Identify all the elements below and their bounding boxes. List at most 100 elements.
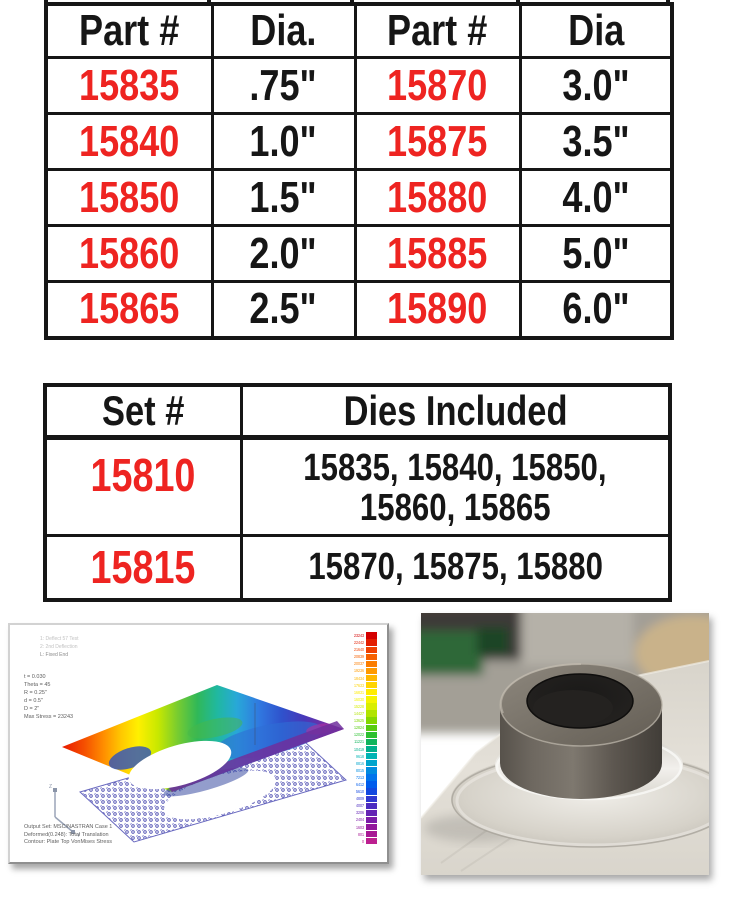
dies-included-cell: 15870, 15875, 15880	[239, 534, 672, 601]
diameter-cell: 1.5"	[210, 168, 357, 227]
colorbar-value-label: 9618	[355, 753, 364, 759]
colorbar-value-label: 5610	[355, 789, 364, 795]
colorbar-swatch	[365, 646, 377, 653]
diameter-value: 6.0"	[562, 284, 630, 334]
table-row: 15850 1.5" 15880 4.0"	[44, 168, 674, 227]
fea-param-line: t = 0.030	[24, 674, 46, 680]
colorbar-row: 12022	[343, 731, 377, 739]
colorbar-value-label: 18434	[353, 675, 364, 681]
colorbar-swatch	[365, 653, 377, 661]
colorbar-row: 22442	[343, 639, 377, 646]
fea-plot: Z Y	[49, 685, 347, 843]
size-table-header-row: Part # Dia. Part # Dia	[44, 2, 674, 59]
colorbar-value-label: 23243	[353, 633, 364, 638]
part-number-cell: 15880	[353, 168, 522, 227]
colorbar-value-label: 3206	[355, 810, 364, 816]
header-label: Dies Included	[343, 387, 568, 434]
axes-triad-icon: Z Y	[49, 784, 81, 839]
colorbar-value-label: 16831	[353, 689, 364, 695]
col-header-dia2: Dia	[518, 2, 674, 59]
col-header-part2: Part #	[353, 2, 522, 59]
header-label: Dia.	[250, 6, 317, 55]
colorbar-swatch	[365, 752, 377, 760]
colorbar-swatch	[365, 823, 377, 831]
diameter-cell: 3.5"	[518, 112, 674, 171]
colorbar-value-label: 4809	[355, 796, 364, 802]
header-label: Set #	[102, 387, 185, 434]
dies-included-cell: 15835, 15840, 15850, 15860, 15865	[239, 436, 672, 537]
diameter-value: 1.0"	[249, 116, 318, 166]
colorbar-swatch	[365, 781, 377, 788]
part-number: 15865	[79, 284, 180, 334]
colorbar-row: 8015	[343, 767, 377, 774]
fea-colorbar: 23243 22442 21640 20839 20037 19236 18434 17633…	[343, 632, 377, 845]
colorbar-value-label: 12022	[353, 732, 364, 738]
colorbar-value-label: 13625	[353, 718, 364, 724]
colorbar-swatch	[365, 745, 377, 753]
table-row: 15840 1.0" 15875 3.5"	[44, 112, 674, 171]
colorbar-row: 17633	[343, 682, 377, 689]
colorbar-row: 23243	[343, 632, 377, 639]
fea-annotation-line: 2: 2nd Deflection	[40, 644, 78, 650]
dies-list-line: 15870, 15875, 15880	[307, 546, 603, 589]
part-number-cell: 15835	[44, 56, 214, 115]
colorbar-swatch	[365, 731, 377, 739]
colorbar-value-label: 17633	[353, 682, 364, 688]
set-table-header-row: Set # Dies Included	[43, 383, 672, 440]
colorbar-row: 19236	[343, 667, 377, 675]
colorbar-value-label: 10419	[353, 746, 364, 752]
fea-caption-line: Contour: Plate Top VonMises Stress	[24, 839, 112, 845]
colorbar-row: 9618	[343, 752, 377, 760]
part-number-cell: 15860	[44, 224, 214, 283]
colorbar-row: 20839	[343, 653, 377, 661]
colorbar-swatch	[365, 774, 377, 781]
set-number: 15810	[90, 449, 196, 501]
die-photo-graphic	[409, 601, 740, 875]
diameter-cell: 1.0"	[210, 112, 357, 171]
colorbar-swatch	[365, 830, 377, 838]
part-number: 15840	[79, 116, 180, 166]
colorbar-swatch	[365, 696, 377, 703]
colorbar-swatch	[365, 667, 377, 675]
set-number: 15815	[90, 541, 196, 594]
diameter-value: 3.5"	[562, 116, 630, 166]
colorbar-row: 5610	[343, 788, 377, 795]
dimple-die-photo	[409, 601, 740, 875]
colorbar-value-label: 11221	[354, 739, 364, 745]
die-sets-table: Set # Dies Included 15810 15835, 15840, …	[43, 383, 672, 602]
colorbar-value-label: 21640	[353, 647, 364, 653]
col-header-dies: Dies Included	[239, 383, 672, 440]
table-row: 15860 2.0" 15885 5.0"	[44, 224, 674, 283]
fea-param-line: d = 0.5"	[24, 698, 43, 704]
diameter-cell: 4.0"	[518, 168, 674, 227]
part-number: 15835	[79, 60, 180, 110]
colorbar-value-label: 8816	[355, 760, 364, 766]
part-number-cell: 15840	[44, 112, 214, 171]
dies-size-table: Part # Dia. Part # Dia 15835 .75" 15870 …	[44, 2, 674, 340]
colorbar-row: 14427	[343, 710, 377, 717]
colorbar-swatch	[365, 767, 377, 774]
axis-label: Z	[49, 784, 52, 790]
colorbar-value-label: 1603	[355, 824, 364, 830]
fea-param-line: Theta = 45	[24, 682, 51, 688]
colorbar-value-label: 15228	[353, 703, 364, 709]
axis-label: Y	[77, 833, 81, 839]
diameter-cell: 2.5"	[210, 280, 357, 339]
part-number: 15890	[387, 284, 488, 334]
part-number-cell: 15850	[44, 168, 214, 227]
colorbar-value-label: 20037	[353, 661, 364, 667]
colorbar-row: 20037	[343, 660, 377, 668]
part-number-cell: 15885	[353, 224, 522, 283]
colorbar-swatch	[365, 760, 377, 767]
diameter-cell: 3.0"	[518, 56, 674, 115]
colorbar-row: 11221	[343, 738, 377, 746]
colorbar-swatch	[365, 802, 377, 809]
part-number: 15850	[79, 172, 180, 222]
part-number: 15875	[387, 116, 488, 166]
colorbar-value-label: 6412	[355, 781, 364, 787]
colorbar-row: 10419	[343, 745, 377, 753]
table-row: 15865 2.5" 15890 6.0"	[44, 280, 674, 339]
colorbar-row: 16030	[343, 696, 377, 703]
fea-param-line: Max Stress = 23243	[24, 714, 74, 720]
